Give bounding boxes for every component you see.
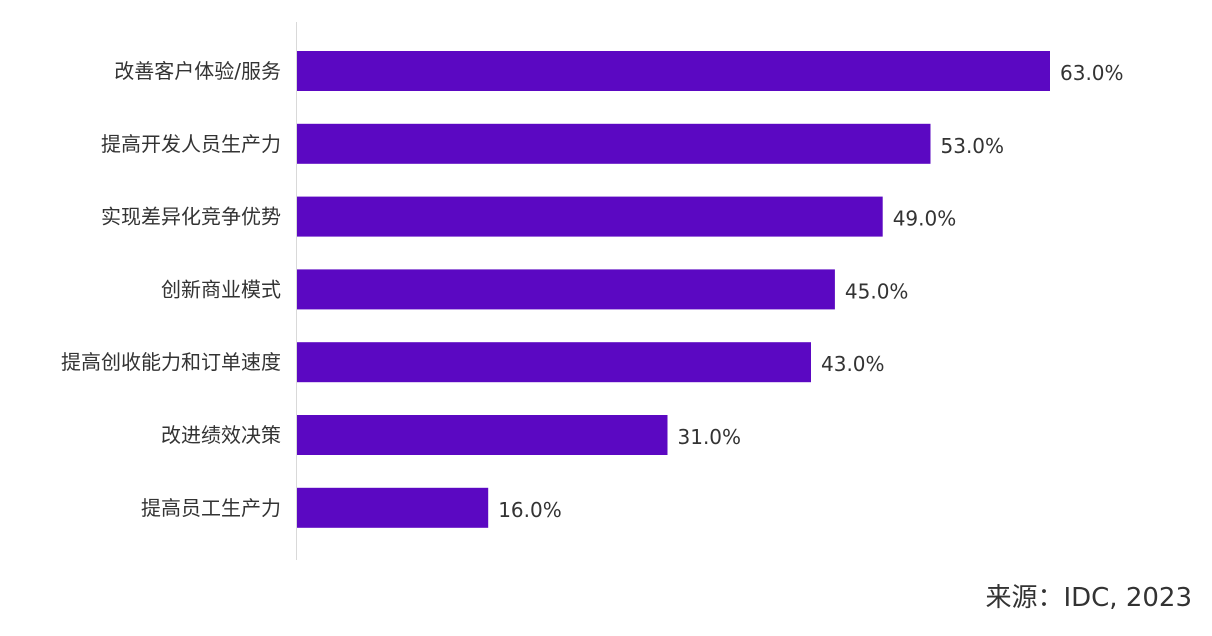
value-label: 45.0% (845, 279, 909, 303)
category-label: 创新商业模式 (161, 277, 281, 301)
bar (297, 415, 668, 455)
category-label: 提高员工生产力 (141, 496, 281, 520)
category-label: 提高开发人员生产力 (101, 132, 281, 156)
category-label: 提高创收能力和订单速度 (61, 350, 281, 374)
value-label: 53.0% (941, 134, 1005, 158)
value-label: 43.0% (821, 352, 885, 376)
bar (297, 51, 1050, 91)
bar (297, 123, 931, 164)
bars-group (297, 51, 1050, 528)
labels-group: 改善客户体验/服务 63.0% 提高开发人员生产力 53.0% 实现差异化竞争优势 49.… (61, 59, 1124, 522)
bar (297, 269, 835, 310)
bar (297, 196, 883, 237)
category-label: 改善客户体验/服务 (114, 59, 281, 83)
source-note: 来源：IDC, 2023 (985, 583, 1192, 613)
bar (297, 487, 489, 528)
category-label: 改进绩效决策 (161, 423, 281, 447)
value-label: 31.0% (678, 425, 742, 449)
value-label: 49.0% (893, 207, 957, 231)
bar (297, 342, 811, 383)
value-label: 16.0% (498, 498, 562, 522)
category-label: 实现差异化竞争优势 (101, 205, 281, 229)
value-label: 63.0% (1060, 61, 1124, 85)
